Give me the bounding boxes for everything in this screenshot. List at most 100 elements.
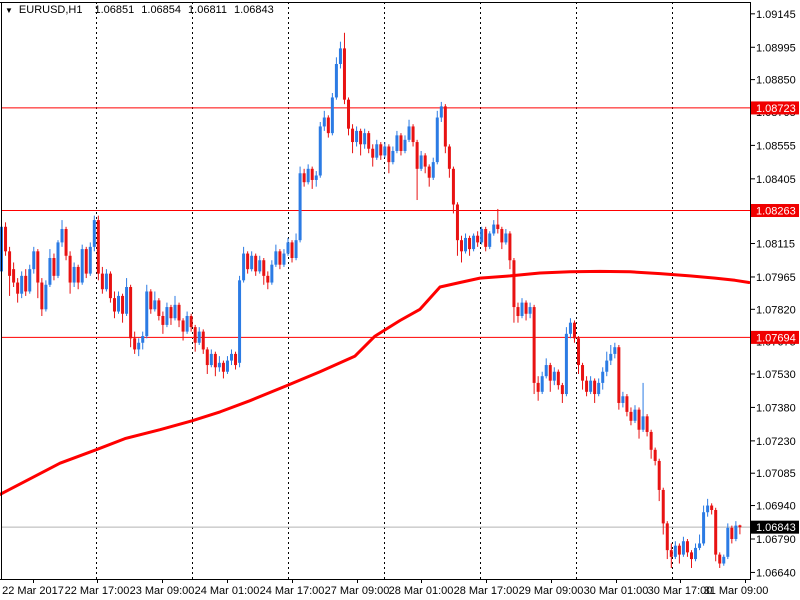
candle-body	[347, 99, 351, 129]
candle	[8, 246, 12, 296]
symbol-dropdown-icon[interactable]: ▼	[5, 5, 13, 15]
candle-body	[601, 371, 605, 383]
candle-body	[609, 353, 613, 361]
candle-body	[246, 253, 250, 270]
candle	[141, 331, 145, 350]
candles	[0, 32, 742, 568]
candle-body	[100, 273, 104, 290]
candle	[439, 101, 443, 122]
candle	[431, 157, 435, 180]
candle-body	[44, 284, 48, 310]
candle-body	[185, 315, 189, 332]
candle	[209, 349, 213, 368]
candle-body	[411, 126, 415, 143]
candle-body	[189, 315, 193, 328]
candle-body	[238, 280, 242, 363]
candle-body	[274, 251, 278, 265]
candle-body	[234, 353, 238, 366]
candle	[403, 135, 407, 154]
candle	[149, 289, 153, 314]
time-tick-label: 31 Mar 09:00	[704, 585, 769, 597]
candle-body	[399, 135, 403, 151]
candle-body	[306, 168, 310, 183]
candle	[145, 284, 149, 339]
candle	[407, 119, 411, 143]
candle	[702, 505, 706, 546]
candle-body	[68, 255, 72, 283]
candle-body	[286, 242, 290, 254]
candle	[40, 278, 44, 316]
candle	[60, 220, 64, 247]
candle-body	[395, 135, 399, 151]
candle	[12, 262, 16, 288]
candle	[92, 215, 96, 252]
candle-body	[258, 260, 262, 272]
candle	[88, 242, 92, 276]
candle	[722, 554, 726, 566]
candle	[375, 139, 379, 160]
time-tick-label: 22 Mar 17:00	[65, 585, 130, 597]
candle	[609, 344, 613, 366]
candle-body	[254, 255, 258, 272]
candle-body	[391, 150, 395, 163]
candle-body	[516, 307, 520, 316]
candle-body	[157, 300, 161, 316]
candle-body	[367, 133, 371, 149]
candle-body	[270, 264, 274, 283]
candle	[447, 144, 451, 178]
candle	[137, 338, 141, 357]
candle	[508, 231, 512, 270]
candle-body	[605, 360, 609, 372]
time-tick-label: 27 Mar 09:00	[325, 585, 390, 597]
candle	[726, 523, 730, 560]
candle	[581, 362, 585, 390]
candle-body	[560, 385, 564, 395]
candle	[201, 329, 205, 354]
candle-body	[685, 541, 689, 553]
level-badge-label: 1.08723	[756, 103, 796, 115]
candle-body	[88, 246, 92, 274]
candle-body	[24, 275, 28, 292]
candle	[262, 258, 266, 285]
candle	[84, 246, 88, 279]
candle	[185, 311, 189, 334]
candle-body	[209, 353, 213, 366]
candle-body	[371, 148, 375, 158]
candle-body	[718, 554, 722, 564]
candle-body	[443, 106, 447, 147]
candle	[459, 235, 463, 263]
candle-body	[677, 545, 681, 555]
candle	[221, 360, 225, 379]
candle-body	[278, 251, 282, 265]
candle-body	[32, 251, 36, 270]
candle-body	[524, 302, 528, 314]
candle-body	[665, 523, 669, 551]
candle	[72, 262, 76, 288]
candle-body	[528, 307, 532, 314]
candle	[621, 391, 625, 408]
candle-body	[229, 353, 233, 361]
price-tick-label: 1.07085	[756, 468, 796, 480]
grid-lines	[96, 2, 673, 579]
candle	[217, 356, 221, 372]
candle	[96, 215, 100, 281]
candle	[641, 382, 645, 432]
candle	[665, 521, 669, 560]
candle-body	[36, 251, 40, 283]
candle	[468, 235, 472, 256]
ohlc-low-value: 1.06811	[188, 4, 227, 16]
candle-body	[673, 545, 677, 557]
candle-body	[581, 365, 585, 381]
candle-body	[532, 307, 536, 383]
candle	[322, 110, 326, 131]
candle-body	[722, 556, 726, 564]
candle	[476, 231, 480, 247]
ohlc-high-value: 1.06854	[141, 4, 182, 16]
candle	[423, 153, 427, 174]
candle	[492, 220, 496, 236]
candle-body	[149, 291, 153, 310]
candle	[133, 331, 137, 354]
candle-body	[734, 525, 738, 539]
